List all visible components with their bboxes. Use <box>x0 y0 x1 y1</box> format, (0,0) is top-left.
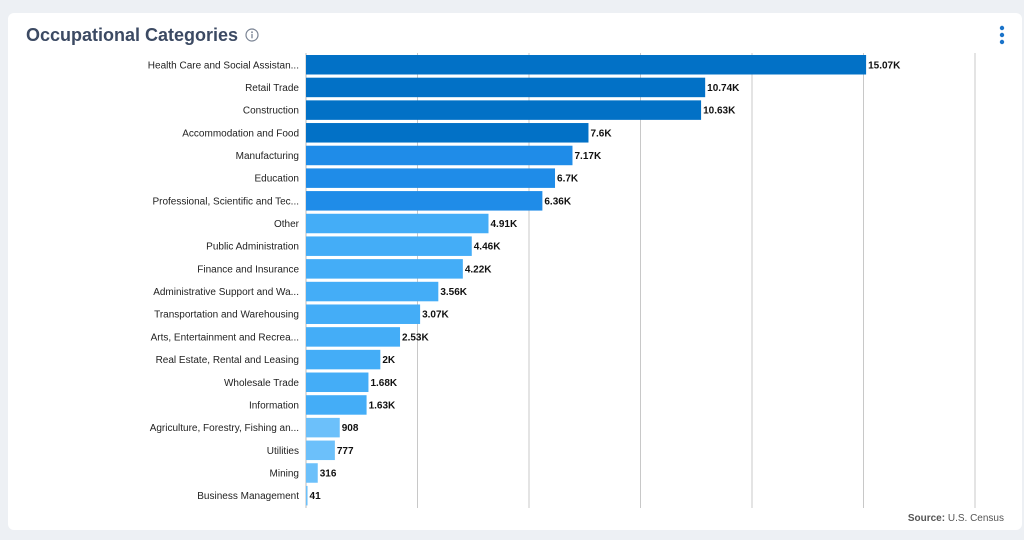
value-label: 4.46K <box>474 242 501 253</box>
source-label: Source: <box>907 513 946 524</box>
bar-chart: Health Care and Social Assistan... 15.07K… <box>148 53 976 508</box>
bar[interactable] <box>306 485 308 506</box>
category-label: Manufacturing <box>236 151 299 162</box>
value-label: 41 <box>310 491 322 502</box>
category-label: Public Administration <box>206 242 299 253</box>
category-label: Business Management <box>197 491 299 502</box>
category-label: Real Estate, Rental and Leasing <box>156 355 299 366</box>
bar[interactable] <box>306 395 367 415</box>
category-label: Administrative Support and Wa... <box>153 287 299 298</box>
source-value: U.S. Census <box>947 513 1004 524</box>
bar[interactable] <box>306 168 556 188</box>
bar[interactable] <box>306 55 867 75</box>
title-row: Occupational Categories <box>26 23 259 47</box>
category-label: Utilities <box>267 446 299 457</box>
source-note: Source: U.S. Census <box>908 513 1004 524</box>
category-label: Accommodation and Food <box>182 128 299 139</box>
bar[interactable] <box>306 123 589 143</box>
bar[interactable] <box>306 145 573 166</box>
value-label: 10.63K <box>703 106 736 117</box>
bar[interactable] <box>306 191 543 211</box>
bar[interactable] <box>306 77 706 98</box>
bar[interactable] <box>306 372 369 393</box>
bar[interactable] <box>306 213 489 234</box>
value-label: 7.17K <box>574 151 601 162</box>
value-label: 4.91K <box>490 219 517 230</box>
value-label: 1.68K <box>370 378 397 389</box>
value-label: 10.74K <box>707 83 740 94</box>
category-label: Transportation and Warehousing <box>154 310 299 321</box>
bar[interactable] <box>306 281 439 302</box>
value-label: 777 <box>337 446 354 457</box>
value-label: 908 <box>342 423 359 434</box>
bar[interactable] <box>306 100 702 120</box>
value-label: 1.63K <box>369 400 396 411</box>
bar[interactable] <box>306 236 472 256</box>
bar[interactable] <box>306 463 318 483</box>
category-label: Finance and Insurance <box>197 264 299 275</box>
value-label: 316 <box>320 468 337 479</box>
category-label: Agriculture, Forestry, Fishing an... <box>150 423 299 434</box>
value-label: 3.07K <box>422 310 449 321</box>
bar[interactable] <box>306 417 340 438</box>
category-label: Education <box>255 174 299 185</box>
category-label: Other <box>274 219 300 230</box>
value-label: 7.6K <box>590 128 612 139</box>
bar[interactable] <box>306 259 463 279</box>
category-label: Wholesale Trade <box>224 378 299 389</box>
value-label: 15.07K <box>868 60 901 71</box>
value-label: 6.7K <box>557 174 579 185</box>
chart-title: Occupational Categories <box>26 24 239 45</box>
category-label: Arts, Entertainment and Recrea... <box>151 332 299 343</box>
bar[interactable] <box>306 440 335 461</box>
bar[interactable] <box>306 349 381 370</box>
category-label: Mining <box>270 468 299 479</box>
category-label: Information <box>249 400 299 411</box>
category-label: Retail Trade <box>245 83 299 94</box>
value-label: 2.53K <box>402 332 429 343</box>
chart-card: Occupational Categories Health Care and … <box>8 13 1022 530</box>
value-label: 3.56K <box>440 287 467 298</box>
bar[interactable] <box>306 327 401 347</box>
bar[interactable] <box>306 304 421 324</box>
value-label: 4.22K <box>465 264 492 275</box>
value-label: 6.36K <box>544 196 571 207</box>
value-label: 2K <box>382 355 396 366</box>
info-circle-icon[interactable] <box>245 28 259 42</box>
category-label: Health Care and Social Assistan... <box>148 60 299 71</box>
category-label: Construction <box>243 106 299 117</box>
more-vert-icon[interactable] <box>998 24 1006 51</box>
category-label: Professional, Scientific and Tec... <box>152 196 299 207</box>
